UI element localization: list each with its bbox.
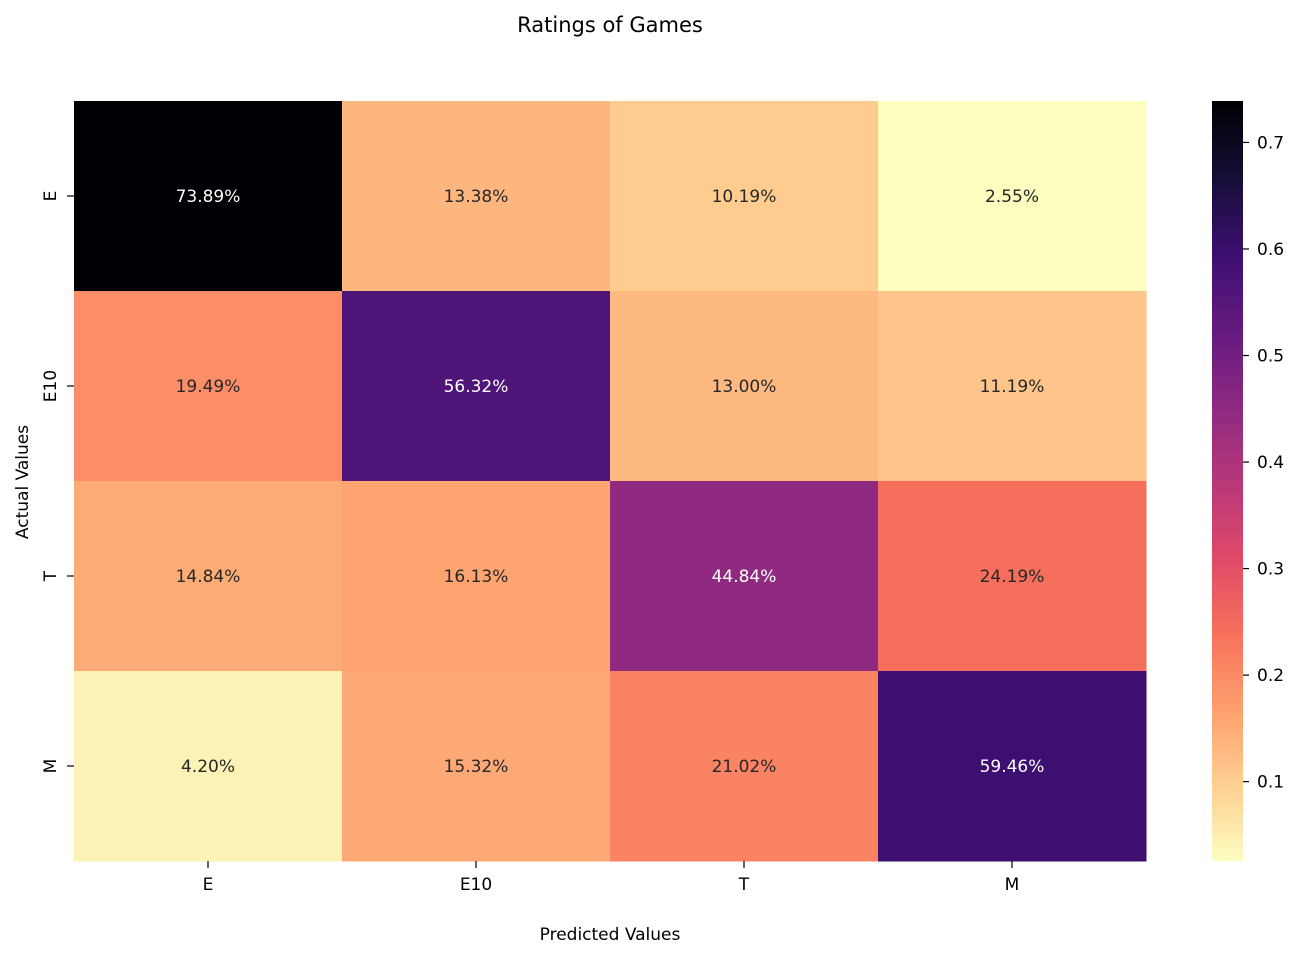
heatmap-cell <box>878 671 1147 862</box>
colorbar-tick-label: 0.5 <box>1257 347 1284 367</box>
heatmap-cell-label: 4.20% <box>181 757 235 777</box>
heatmap-cell-label: 73.89% <box>176 187 241 207</box>
heatmap-cell <box>610 481 879 672</box>
heatmap-cell <box>342 481 611 672</box>
heatmap-cell <box>74 291 343 482</box>
y-axis-label: Actual Values <box>13 425 33 539</box>
colorbar-tick-label: 0.4 <box>1257 453 1284 473</box>
heatmap-cell-label: 24.19% <box>980 567 1045 587</box>
colorbar-tick-label: 0.6 <box>1257 240 1284 260</box>
heatmap-cell <box>342 291 611 482</box>
x-tick-label: M <box>1005 875 1020 895</box>
colorbar-tick-label: 0.7 <box>1257 133 1284 153</box>
y-tick-label: M <box>41 759 61 774</box>
heatmap-cell <box>878 101 1147 292</box>
heatmap-cell <box>610 671 879 862</box>
heatmap-cell <box>610 291 879 482</box>
y-tick-label: T <box>41 570 61 582</box>
heatmap-cell <box>878 481 1147 672</box>
colorbar-tick-label: 0.1 <box>1257 773 1284 793</box>
heatmap-cell-label: 56.32% <box>444 377 509 397</box>
heatmap-cell <box>74 101 343 292</box>
heatmap-cell-label: 13.00% <box>712 377 777 397</box>
heatmap-cell-label: 13.38% <box>444 187 509 207</box>
heatmap-cell-label: 10.19% <box>712 187 777 207</box>
heatmap-cell-label: 21.02% <box>712 757 777 777</box>
x-tick-label: E10 <box>460 875 492 895</box>
heatmap-cell-labels: 73.89% 13.38% 10.19% 2.55% 19.49% 56.32% 13.00… <box>176 187 1045 777</box>
heatmap-cell <box>74 671 343 862</box>
chart-title: Ratings of Games <box>517 13 703 37</box>
x-tick-label: T <box>738 875 750 895</box>
heatmap-cell-label: 14.84% <box>176 567 241 587</box>
heatmap-cell <box>74 481 343 672</box>
heatmap-cell-label: 44.84% <box>712 567 777 587</box>
heatmap-cell <box>342 101 611 292</box>
x-axis-label: Predicted Values <box>540 925 681 945</box>
y-tick-label: E10 <box>41 370 61 402</box>
heatmap-cell <box>878 291 1147 482</box>
heatmap-cell-label: 59.46% <box>980 757 1045 777</box>
heatmap-cell-label: 15.32% <box>444 757 509 777</box>
heatmap-cells <box>74 101 1147 862</box>
heatmap-cell <box>342 671 611 862</box>
heatmap-cell-label: 11.19% <box>980 377 1045 397</box>
colorbar-tick-label: 0.3 <box>1257 560 1284 580</box>
x-tick-label: E <box>203 875 214 895</box>
x-axis: E E10 T M <box>203 861 1020 895</box>
heatmap-cell-label: 2.55% <box>985 187 1039 207</box>
colorbar <box>1212 101 1243 861</box>
colorbar-tick-label: 0.2 <box>1257 666 1284 686</box>
heatmap-cell-label: 16.13% <box>444 567 509 587</box>
y-tick-label: E <box>41 191 61 202</box>
colorbar-ticks: 0.1 0.2 0.3 0.4 0.5 0.6 0.7 <box>1243 133 1284 793</box>
heatmap-cell-label: 19.49% <box>176 377 241 397</box>
heatmap-cell <box>610 101 879 292</box>
y-axis: E E10 T M <box>41 191 74 774</box>
